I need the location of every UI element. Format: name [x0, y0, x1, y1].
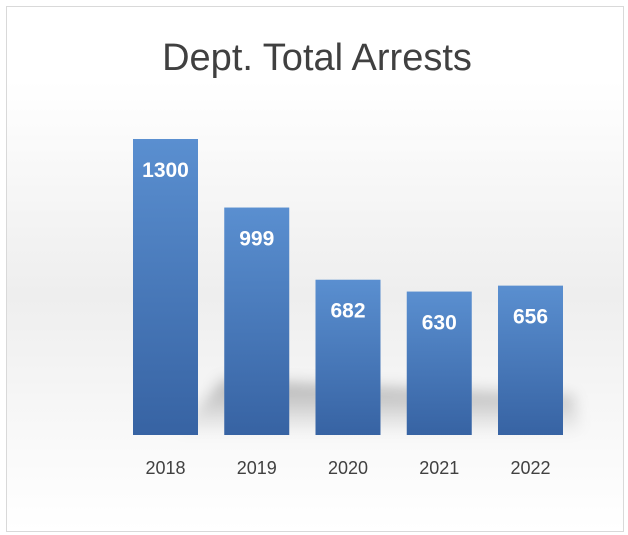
x-tick-2021: 2021	[419, 458, 459, 478]
x-tick-2018: 2018	[145, 458, 185, 478]
data-label-2019: 999	[239, 228, 274, 251]
data-label-2022: 656	[513, 306, 548, 329]
data-label-2020: 682	[330, 300, 365, 323]
bar-2018	[133, 139, 198, 435]
data-labels-group: 1300 999 682 630 656	[142, 159, 548, 335]
x-tick-2022: 2022	[510, 458, 550, 478]
x-tick-2019: 2019	[237, 458, 277, 478]
bar-2022	[498, 285, 563, 435]
x-tick-2020: 2020	[328, 458, 368, 478]
bars-group	[133, 139, 563, 435]
bar-2019	[224, 207, 290, 435]
data-label-2021: 630	[422, 312, 457, 335]
chart-title: Dept. Total Arrests	[162, 37, 472, 79]
data-label-2018: 1300	[142, 159, 189, 182]
bar-2021	[406, 291, 472, 435]
x-axis-ticks: 2018 2019 2020 2021 2022	[145, 458, 550, 478]
chart-frame	[6, 6, 624, 532]
bar-2020	[315, 279, 381, 435]
